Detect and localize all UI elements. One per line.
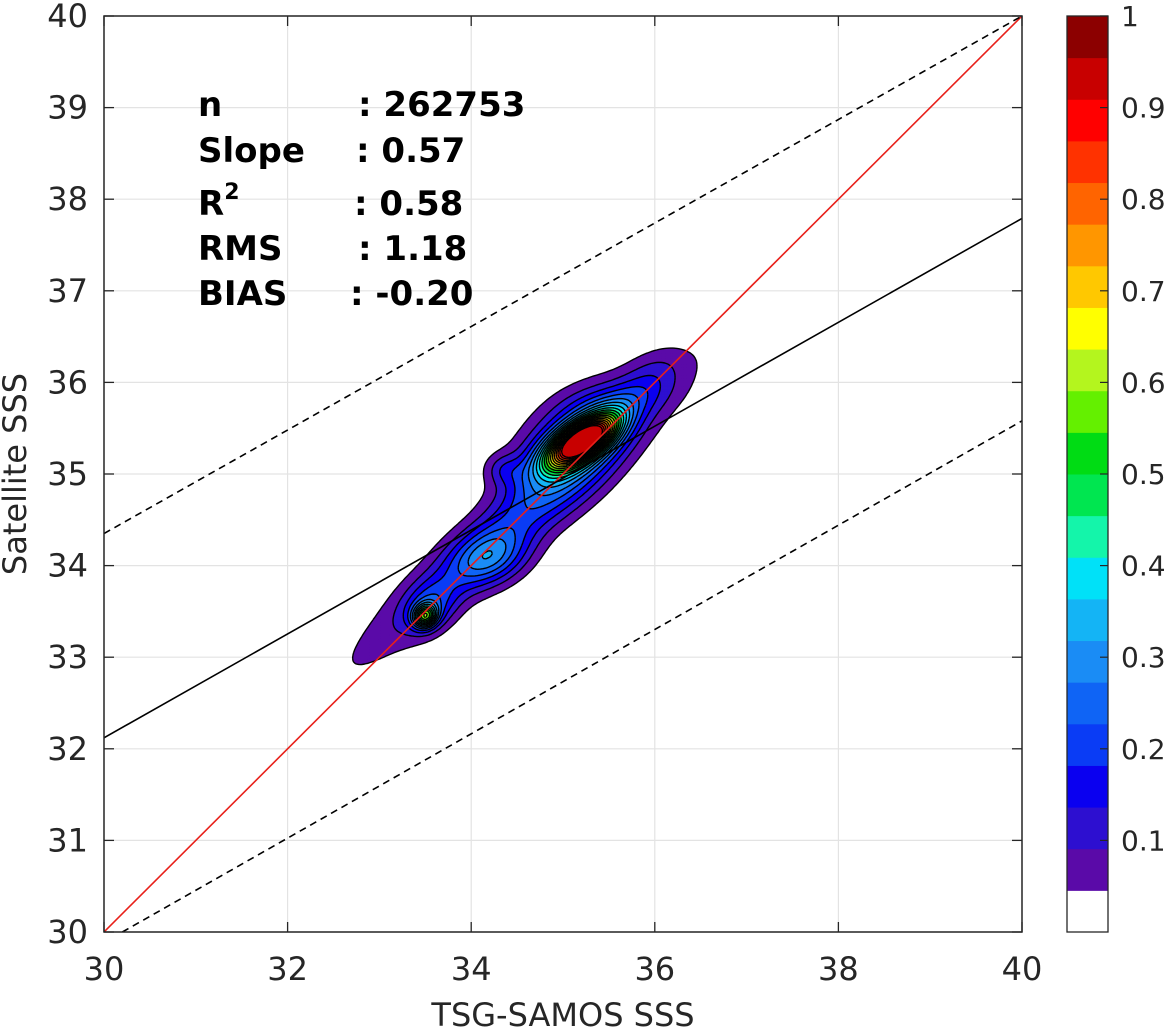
contour-line-level	[420, 413, 618, 621]
colorbar-tick-label: 0.4	[1121, 550, 1166, 583]
stat-bias-key: BIAS	[198, 274, 287, 314]
statistics-annotation: n : 262753 Slope : 0.57 R2 : 0.58 RMS : …	[198, 85, 525, 314]
colorbar-tick-label: 0.5	[1121, 458, 1166, 491]
colorbar-tick-label: 0.3	[1121, 641, 1166, 674]
reference-line	[121, 420, 1022, 932]
contour-line-level	[417, 409, 622, 623]
colorbar-segment	[1067, 224, 1108, 267]
contour-line-level	[392, 361, 676, 638]
contour-line-level	[411, 397, 635, 628]
x-tick-labels: 30 32 34 36 38 40	[84, 950, 1043, 988]
colorbar-segment	[1067, 474, 1108, 517]
reference-line	[104, 16, 1022, 932]
colorbar-segment	[1067, 640, 1108, 683]
stat-slope-value: : 0.57	[356, 131, 465, 171]
y-tick-label: 39	[47, 89, 88, 127]
contour-line-level	[560, 424, 604, 459]
contour-line-level	[413, 401, 631, 627]
colorbar-segment	[1067, 140, 1108, 184]
colorbar-segment	[1067, 723, 1108, 766]
contour-line-level	[557, 422, 607, 462]
x-tick-label: 34	[451, 950, 492, 988]
x-tick-label: 32	[267, 950, 308, 988]
contour-line-level	[418, 411, 620, 622]
y-tick-label: 33	[47, 638, 88, 676]
x-tick-label: 38	[818, 950, 859, 988]
colorbar-segment	[1067, 515, 1108, 558]
colorbar-tick-label: 0.2	[1121, 733, 1166, 766]
stat-r2-superscript: 2	[224, 180, 239, 205]
stat-rms-value: : 1.18	[358, 229, 467, 269]
grid	[103, 15, 1023, 933]
y-tick-label: 36	[47, 363, 88, 401]
colorbar-segment	[1067, 598, 1108, 642]
colorbar-tick-label: 0.1	[1121, 824, 1166, 857]
contour-line-level	[409, 393, 640, 630]
y-tick-label: 30	[47, 913, 88, 951]
colorbar-segment	[1067, 432, 1108, 475]
stat-n-key: n	[198, 85, 222, 125]
x-tick-label: 30	[84, 950, 125, 988]
contour-line-level	[402, 374, 662, 634]
y-tick-label: 35	[47, 455, 88, 493]
colorbar-segment	[1067, 57, 1108, 100]
stat-bias-value: : -0.20	[350, 274, 473, 314]
colorbar-segment	[1067, 848, 1108, 891]
y-tick-label: 32	[47, 730, 88, 768]
contour-line-level	[553, 419, 611, 465]
y-tick-label: 34	[47, 547, 88, 585]
reference-lines	[104, 16, 1022, 932]
colorbar-segment	[1067, 349, 1108, 392]
colorbar-segment	[1067, 265, 1108, 308]
contour-line-level	[407, 385, 649, 632]
contour-line-level	[423, 414, 616, 619]
contour-line-level	[351, 347, 698, 666]
colorbar-segment	[1067, 890, 1108, 933]
colorbar-segment	[1067, 765, 1108, 808]
colorbar-tick-label: 0.7	[1121, 275, 1166, 308]
stat-r2-key: R2	[198, 180, 240, 224]
colorbar-segment	[1067, 99, 1108, 142]
y-tick-label: 38	[47, 180, 88, 218]
colorbar-tick-labels: 0.1 0.2 0.3 0.4 0.5 0.6 0.7 0.8 0.9 1	[1121, 0, 1166, 857]
stat-slope-key: Slope	[198, 131, 305, 171]
stat-rms-key: RMS	[198, 229, 283, 269]
colorbar-segment	[1067, 557, 1108, 600]
y-tick-label: 31	[47, 821, 88, 859]
colorbar-tick-label: 0.9	[1121, 92, 1166, 125]
colorbar-tick-label: 1	[1121, 0, 1139, 33]
colorbar-segment	[1067, 16, 1108, 59]
y-tick-label: 37	[47, 272, 88, 310]
colorbar-segment	[1067, 307, 1108, 350]
y-axis-label: Satellite SSS	[0, 373, 34, 575]
x-tick-label: 36	[634, 950, 675, 988]
x-tick-label: 40	[1002, 950, 1043, 988]
reference-line	[104, 16, 1022, 535]
x-axis-label: TSG-SAMOS SSS	[430, 996, 694, 1028]
stat-r2-value: : 0.58	[354, 184, 463, 224]
colorbar-tick-label: 0.6	[1121, 366, 1166, 399]
colorbar-segment	[1067, 390, 1108, 433]
y-tick-labels: 30 31 32 33 34 35 36 37 38 39 40	[47, 0, 88, 951]
colorbar-segment	[1067, 682, 1108, 725]
colorbar-segment	[1067, 182, 1108, 225]
colorbar-tick-label: 0.8	[1121, 183, 1166, 216]
reference-line	[104, 217, 1022, 739]
y-tick-label: 40	[47, 0, 88, 35]
colorbar	[1066, 15, 1109, 933]
colorbar-segment	[1067, 807, 1108, 850]
axis-ticks	[103, 15, 1023, 933]
stat-n-value: : 262753	[358, 85, 525, 125]
